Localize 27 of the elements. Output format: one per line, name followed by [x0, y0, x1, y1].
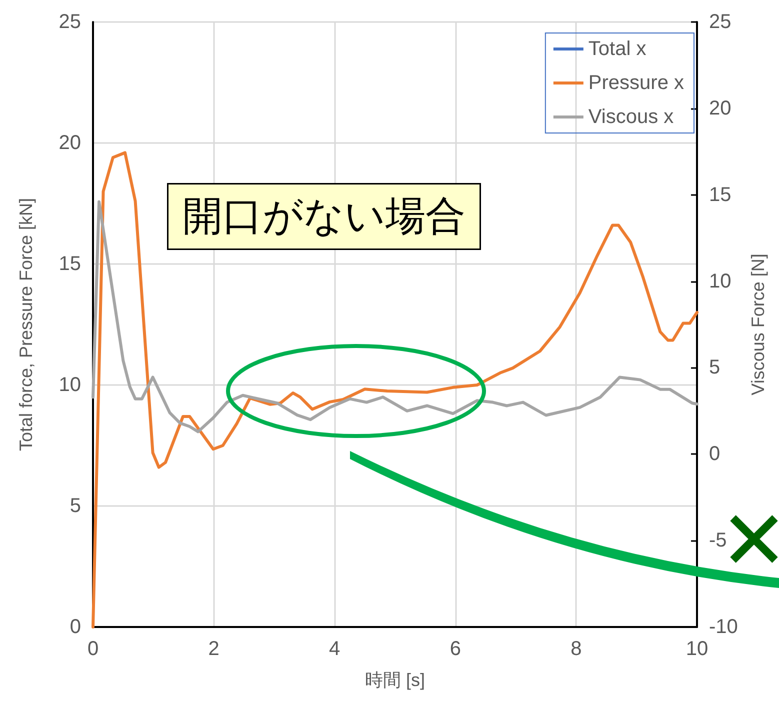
- y-tick-label: 0: [70, 616, 81, 638]
- x-tick-label: 0: [87, 638, 99, 660]
- y-tick-label: 15: [58, 253, 81, 275]
- y-tick-label: 5: [70, 495, 81, 517]
- y2-tick-label: 0: [709, 443, 720, 466]
- annotation: 開口がない場合: [182, 194, 466, 240]
- y2-tick-label: 25: [709, 11, 732, 33]
- y2-axis-title: Viscous Force [N]: [748, 254, 768, 396]
- y2-tick-label: -10: [709, 616, 738, 638]
- y-tick-label: 25: [58, 11, 81, 33]
- x-tick-label: 4: [329, 638, 340, 660]
- x-tick-label: 10: [686, 638, 708, 660]
- legend-label: Total x: [588, 38, 646, 60]
- x-tick-label: 8: [570, 638, 582, 660]
- y2-tick-label: 20: [709, 97, 732, 120]
- y-tick-label: 20: [58, 132, 81, 154]
- x-axis-title: 時間 [s]: [364, 670, 426, 690]
- x-tick-label: 2: [208, 638, 220, 660]
- y2-tick-label: 5: [709, 356, 720, 379]
- legend-label: Viscous x: [588, 106, 674, 128]
- y-axis-title: Total force, Pressure Force [kN]: [16, 198, 36, 452]
- y2-tick-label: 15: [709, 184, 732, 206]
- legend-label: Pressure x: [588, 72, 684, 94]
- y2-tick-label: -5: [709, 530, 727, 552]
- y-tick-label: 10: [58, 374, 81, 396]
- x-tick-label: 6: [450, 638, 461, 660]
- y2-tick-label: 10: [709, 270, 732, 292]
